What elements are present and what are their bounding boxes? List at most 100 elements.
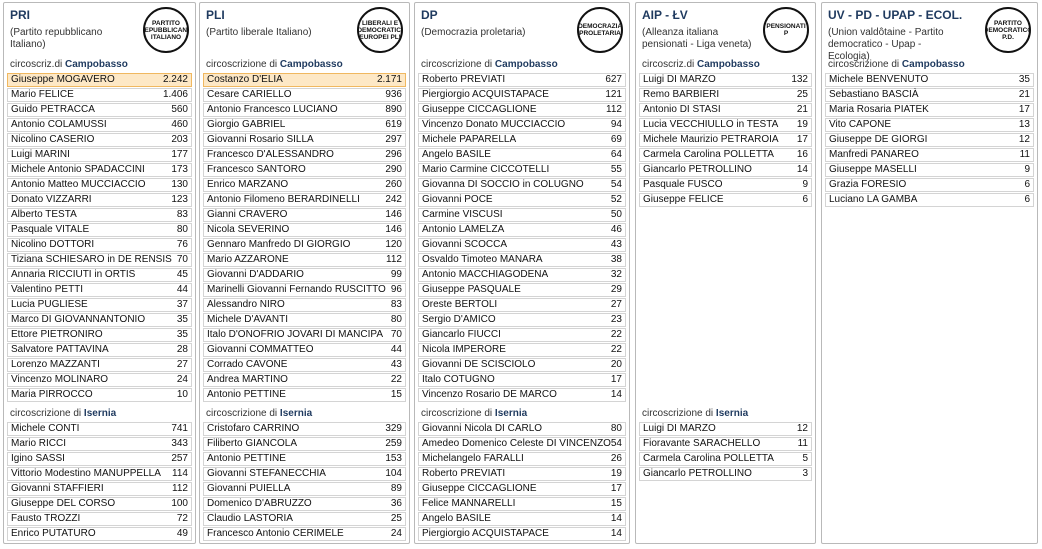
candidate-name: Antonio PETTINE [207, 389, 286, 400]
section-label: circoscrizione di Isernia [10, 408, 116, 419]
candidate-row: Nicolino DOTTORI 76 [7, 238, 192, 252]
candidate-name: Roberto PREVIATI [422, 74, 506, 85]
section-label: circoscriz.di Campobasso [642, 59, 760, 70]
candidate-row: Giancarlo PETROLLINO 14 [639, 163, 812, 177]
candidate-name: Donato VIZZARRI [11, 194, 92, 205]
party-panel: AIP - ŁV (Alleanza italiana pensionati - … [635, 2, 816, 544]
candidate-name: Carmine VISCUSI [422, 209, 503, 220]
candidate-votes: 121 [605, 89, 622, 100]
candidate-row: Sergio D'AMICO 23 [418, 313, 626, 327]
candidate-row: Lucia VECCHIULLO in TESTA 19 [639, 118, 812, 132]
candidate-row: Giovanni Nicola DI CARLO 80 [418, 422, 626, 436]
candidate-votes: 153 [385, 453, 402, 464]
candidate-votes: 260 [385, 179, 402, 190]
candidate-name: Luciano LA GAMBA [829, 194, 918, 205]
candidate-name: Giuseppe DE GIORGI [829, 134, 928, 145]
candidate-row: Angelo BASILE 14 [418, 512, 626, 526]
candidate-row: Francesco SANTORO 290 [203, 163, 406, 177]
candidate-row: Giovanni COMMATTEO 44 [203, 343, 406, 357]
candidate-name: Nicolino DOTTORI [11, 239, 95, 250]
candidate-row: Luigi DI MARZO 132 [639, 73, 812, 87]
candidate-row: Giuseppe PASQUALE 29 [418, 283, 626, 297]
candidate-name: Giovanni SCOCCA [422, 239, 508, 250]
candidate-row: Osvaldo Timoteo MANARA 38 [418, 253, 626, 267]
candidate-votes: 120 [385, 239, 402, 250]
candidate-row: Claudio LASTORIA 25 [203, 512, 406, 526]
candidate-votes: 2.171 [376, 74, 402, 85]
candidate-row: Luigi MARINI 177 [7, 148, 192, 162]
candidate-name: Vincenzo Donato MUCCIACCIO [422, 119, 566, 130]
candidate-votes: 936 [385, 89, 402, 100]
candidate-row: Piergiorgio ACQUISTAPACE 14 [418, 527, 626, 541]
candidate-row: Michele Maurizio PETRAROIA 17 [639, 133, 812, 147]
section-place: Campobasso [494, 59, 558, 70]
candidate-votes: 114 [172, 468, 188, 479]
party-subtitle: (Democrazia proletaria) [421, 27, 526, 38]
candidate-row: Carmela Carolina POLLETTA 5 [639, 452, 812, 466]
candidate-name: Giuseppe PASQUALE [422, 284, 521, 295]
candidate-row: Mario FELICE 1.406 [7, 88, 192, 102]
candidate-votes: 38 [610, 254, 622, 265]
candidate-name: Felice MANNARELLI [422, 498, 516, 509]
candidate-name: Giuseppe CICCAGLIONE [422, 483, 537, 494]
candidate-votes: 46 [610, 224, 622, 235]
candidate-votes: 94 [610, 119, 622, 130]
candidate-votes: 54 [610, 438, 622, 449]
party-logo: PENSIONATI P [763, 7, 809, 53]
candidate-name: Michele D'AVANTI [207, 314, 289, 325]
candidate-votes: 76 [176, 239, 188, 250]
candidate-row: Michele Antonio SPADACCINI 173 [7, 163, 192, 177]
candidate-votes: 259 [385, 438, 402, 449]
candidate-row: Marinelli Giovanni Fernando RUSCITTO 96 [203, 283, 406, 297]
candidate-row: Luigi DI MARZO 12 [639, 422, 812, 436]
candidate-votes: 50 [610, 209, 622, 220]
section-place: Isernia [494, 408, 528, 419]
candidate-votes: 44 [176, 284, 188, 295]
candidate-name: Domenico D'ABRUZZO [207, 498, 312, 509]
candidate-row: Alessandro NIRO 83 [203, 298, 406, 312]
candidate-votes: 10 [176, 389, 188, 400]
candidate-votes: 104 [385, 468, 402, 479]
candidate-votes: 627 [605, 74, 622, 85]
candidate-name: Mario Carmine CICCOTELLI [422, 164, 550, 175]
candidate-votes: 890 [385, 104, 402, 115]
candidate-name: Mario RICCI [11, 438, 67, 449]
party-panel: DP (Democrazia proletaria) DEMOCRAZIA PROL… [414, 2, 630, 544]
section-prefix: circoscrizione di [206, 59, 278, 70]
candidate-votes: 24 [176, 374, 188, 385]
candidate-name: Lucia VECCHIULLO in TESTA [643, 119, 779, 130]
candidate-name: Michele Maurizio PETRAROIA [643, 134, 779, 145]
section-prefix: circoscrizione di [206, 408, 278, 419]
candidate-votes: 297 [385, 134, 402, 145]
candidate-votes: 80 [610, 423, 622, 434]
candidate-votes: 16 [796, 149, 808, 160]
candidate-row: Nicola IMPERORE 22 [418, 343, 626, 357]
candidate-row: Costanzo D'ELIA 2.171 [203, 73, 406, 87]
section-prefix: circoscriz.di [642, 59, 695, 70]
candidate-row: Antonio Francesco LUCIANO 890 [203, 103, 406, 117]
candidate-row: Guido PETRACCA 560 [7, 103, 192, 117]
candidate-votes: 132 [791, 74, 808, 85]
candidate-votes: 146 [385, 224, 402, 235]
candidate-votes: 52 [610, 194, 622, 205]
candidate-name: Cristofaro CARRINO [207, 423, 300, 434]
section-prefix: circoscrizione di [421, 408, 493, 419]
candidate-name: Andrea MARTINO [207, 374, 288, 385]
candidate-votes: 203 [171, 134, 188, 145]
candidate-name: Carmela Carolina POLLETTA [643, 453, 774, 464]
candidate-row: Nicolino CASERIO 203 [7, 133, 192, 147]
candidate-votes: 460 [171, 119, 188, 130]
section-place: Campobasso [901, 59, 965, 70]
candidate-row: Maria PIRROCCO 10 [7, 388, 192, 402]
candidate-name: Giovanni STAFFIERI [11, 483, 104, 494]
candidate-votes: 14 [610, 528, 622, 539]
candidate-votes: 96 [390, 284, 402, 295]
candidate-votes: 112 [606, 104, 622, 115]
candidate-votes: 37 [176, 299, 188, 310]
candidate-row: Carmine VISCUSI 50 [418, 208, 626, 222]
candidate-votes: 35 [176, 329, 188, 340]
candidate-row: Antonio Matteo MUCCIACCIO 130 [7, 178, 192, 192]
candidate-votes: 80 [390, 314, 402, 325]
candidate-row: Giuseppe DE GIORGI 12 [825, 133, 1034, 147]
candidate-row: Michele CONTI 741 [7, 422, 192, 436]
